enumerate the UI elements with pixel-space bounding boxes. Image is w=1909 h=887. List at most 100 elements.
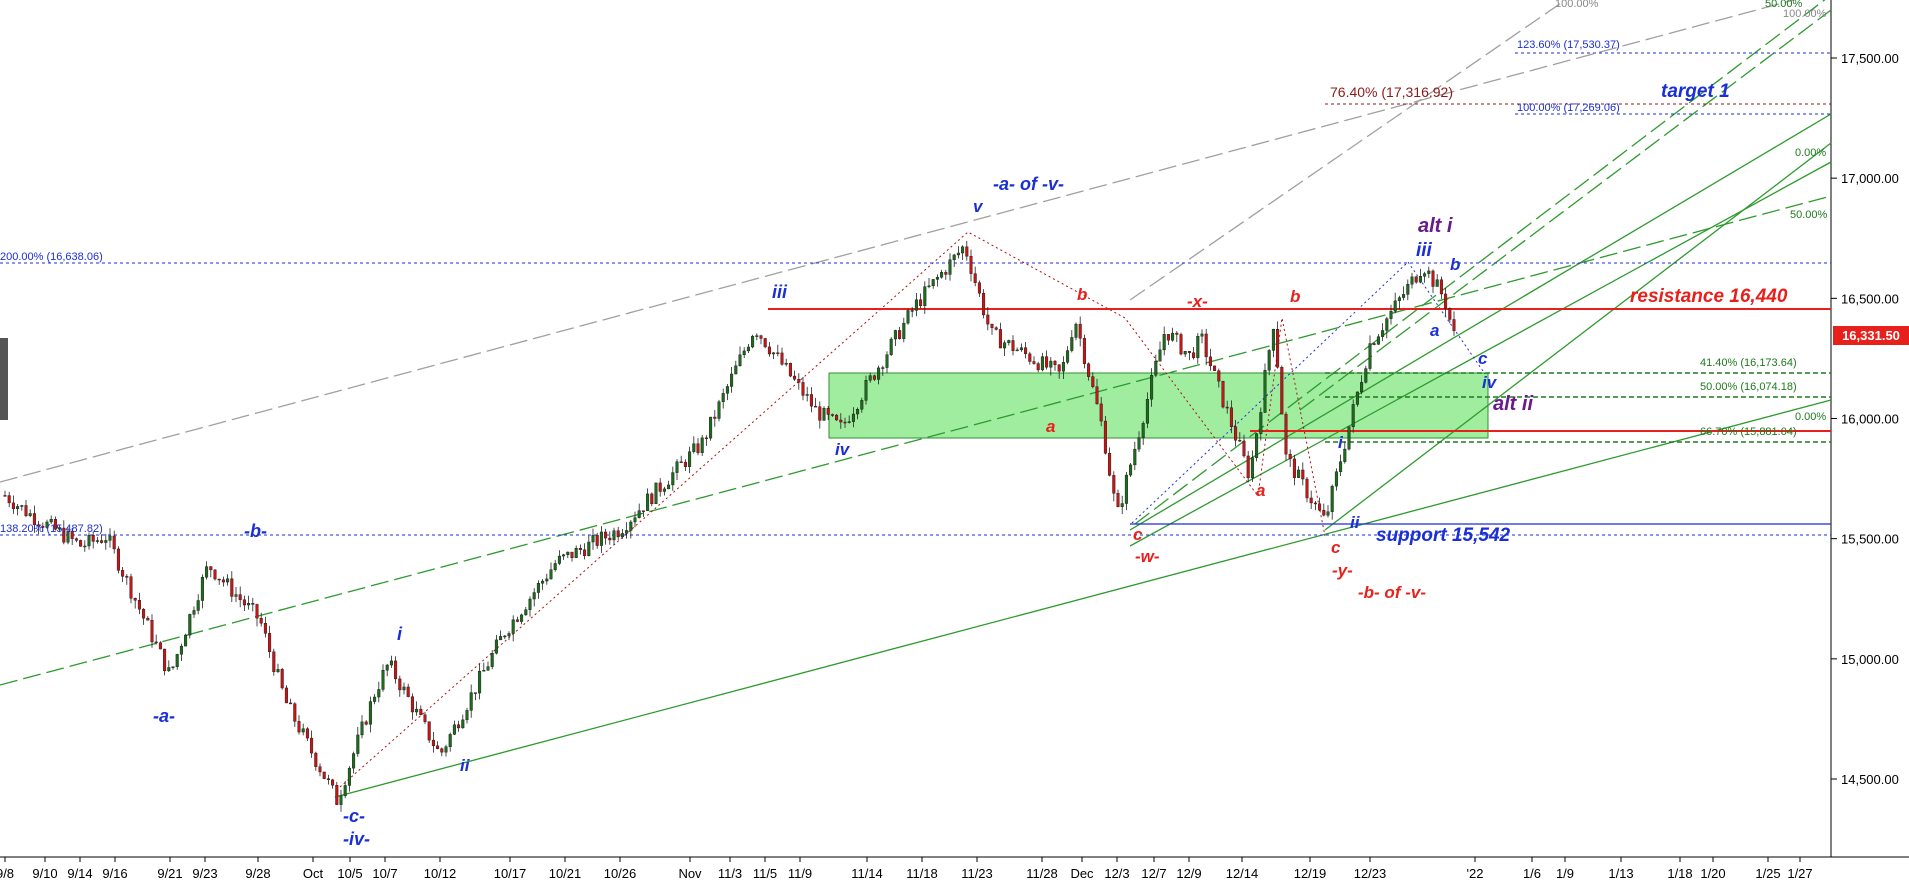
candle-body: [990, 323, 994, 328]
candle-body: [675, 461, 679, 473]
x-tick-label: 12/9: [1176, 866, 1201, 881]
candle-body: [440, 748, 444, 753]
candle-body: [1284, 413, 1288, 455]
candle-body: [1385, 318, 1389, 331]
x-tick-label: 1/9: [1556, 866, 1574, 881]
red-dotted-zigzag: [339, 231, 1326, 788]
candle-body: [1242, 440, 1246, 457]
candle-body: [881, 367, 885, 369]
candle-body: [1435, 279, 1439, 287]
candle-body: [973, 273, 977, 283]
candle-body: [730, 373, 734, 387]
green-dashed-fan-1: [1134, 0, 1826, 525]
candle-body: [1397, 297, 1401, 302]
candle-body: [1313, 502, 1317, 505]
levels: [0, 52, 1831, 536]
candle-body: [591, 535, 595, 543]
candle-body: [1028, 353, 1032, 362]
green-dashed-fan-2: [1299, 9, 1832, 411]
wave-label: iii: [772, 282, 788, 302]
wave-label: c: [1331, 538, 1341, 557]
candle-body: [1288, 453, 1292, 460]
candle-body: [721, 393, 725, 402]
candle-body: [259, 617, 263, 624]
wave-label: c: [1133, 525, 1143, 544]
candle-body: [1444, 293, 1448, 309]
candle-body: [1393, 300, 1397, 312]
candle-body: [125, 576, 129, 578]
candle-body: [893, 330, 897, 340]
side-panel-handle[interactable]: [0, 338, 8, 420]
candle-body: [595, 535, 599, 546]
last-price-value: 16,331.50: [1842, 328, 1900, 343]
candle-body: [226, 578, 230, 583]
candle-body: [280, 669, 284, 689]
candle-body: [578, 547, 582, 551]
candle-body: [1246, 455, 1250, 479]
candle-body: [20, 505, 24, 507]
x-tick-label: 1/13: [1608, 866, 1633, 881]
candle-body: [297, 721, 301, 733]
candle-body: [1015, 349, 1019, 352]
candle-body: [1225, 406, 1229, 409]
candle-body: [104, 540, 108, 543]
candle-body: [1192, 352, 1196, 358]
candle-body: [671, 472, 675, 486]
candle-body: [1099, 403, 1103, 422]
x-tick-label: 11/9: [788, 866, 812, 881]
candle-body: [515, 619, 519, 622]
candle-body: [851, 413, 855, 422]
candle-body: [998, 329, 1002, 349]
candle-body: [944, 272, 948, 275]
candle-body: [692, 443, 696, 452]
candle-body: [704, 437, 708, 440]
candle-body: [583, 549, 587, 556]
candle-body: [171, 666, 175, 668]
candle-body: [16, 506, 20, 510]
candle-body: [805, 394, 809, 396]
candle-body: [146, 617, 150, 621]
candle-body: [965, 246, 969, 257]
wave-label: -a- of -v-: [993, 174, 1064, 194]
candle-body: [646, 493, 650, 511]
candle-body: [612, 530, 616, 541]
candle-body: [251, 603, 255, 605]
candle-body: [364, 721, 368, 725]
x-tick-label: 10/17: [494, 866, 527, 881]
candle-body: [788, 362, 792, 377]
candle-body: [1452, 319, 1456, 331]
green-fan-solid-3: [1129, 161, 1832, 547]
candle-body: [1150, 375, 1154, 400]
candle-body: [1418, 276, 1422, 283]
candle-body: [1372, 343, 1376, 345]
candle-body: [499, 636, 503, 641]
candle-body: [268, 633, 272, 653]
candle-body: [914, 299, 918, 311]
fib-138-label: 138.20% (15,487.82): [0, 523, 103, 535]
candle-body: [1402, 294, 1406, 298]
x-tick-label: 11/18: [906, 866, 938, 881]
candle-body: [1187, 351, 1191, 353]
candle-body: [436, 745, 440, 749]
candle-body: [982, 292, 986, 316]
candle-body: [1267, 350, 1271, 371]
candle-body: [486, 666, 490, 671]
candle-body: [1045, 356, 1049, 368]
x-tick-label: Oct: [303, 866, 324, 881]
candle-body: [507, 633, 511, 637]
candle-body: [1124, 474, 1128, 504]
wave-label: ii: [1350, 513, 1361, 532]
x-tick-label: 1/25: [1755, 866, 1780, 881]
candle-body: [919, 299, 923, 306]
candle-body: [1263, 369, 1267, 413]
candle-body: [650, 493, 654, 505]
candle-body: [700, 437, 704, 453]
blue-dotted-wave: [1131, 261, 1486, 524]
wave-label: -w-: [1135, 547, 1160, 566]
y-axis-ticks: 14,500.00 15,000.00 15,500.00 16,000.00 16,5…: [1831, 51, 1899, 787]
candle-body: [633, 517, 637, 523]
x-tick-label: 11/23: [961, 866, 993, 881]
candle-body: [822, 408, 826, 421]
candle-body: [751, 335, 755, 348]
candle-body: [734, 365, 738, 375]
